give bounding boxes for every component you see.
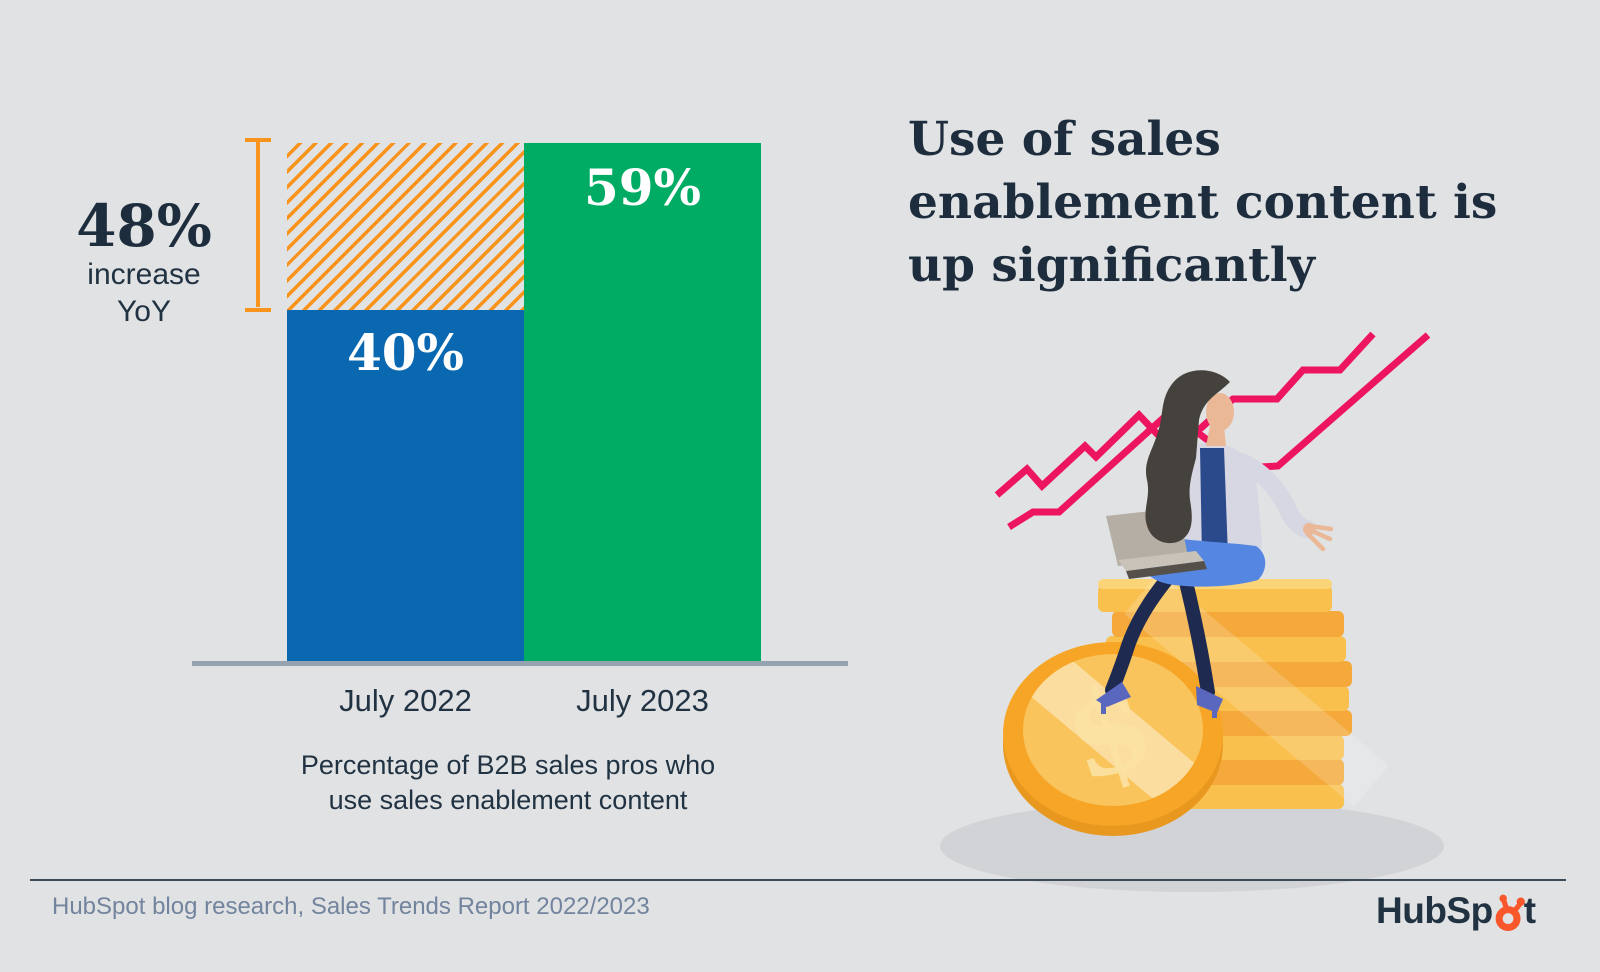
- woman-blue-top: [1200, 448, 1228, 558]
- woman-leg-left: [1105, 571, 1175, 697]
- yoy-annotation-word-yoy: YoY: [117, 295, 171, 328]
- bracket-bottom-cap: [245, 308, 271, 312]
- yoy-annotation-value: 48%: [76, 192, 212, 260]
- yoy-annotation-word-increase: increase: [87, 258, 201, 291]
- woman-figure: [1096, 370, 1334, 718]
- bar-value-label-2022: 40%: [346, 323, 465, 382]
- page-title-line-3: up significantly: [908, 238, 1315, 293]
- chart-caption: Percentage of B2B sales pros who use sal…: [250, 748, 766, 818]
- woman-on-coins-illustration: $: [940, 331, 1444, 892]
- woman-face: [1206, 393, 1234, 431]
- page-title-line-1: Use of sales: [908, 112, 1221, 167]
- page-title: Use of sales enablement content is up si…: [908, 108, 1497, 297]
- bracket-line: [256, 140, 260, 307]
- woman-hair: [1145, 370, 1230, 544]
- woman-leg-right: [1179, 575, 1215, 699]
- bar-july-2022: [287, 310, 524, 662]
- dollar-coin: $: [1003, 642, 1223, 836]
- woman-arm-right: [1233, 453, 1316, 538]
- increase-hatch-area: [287, 143, 524, 310]
- woman-shoes: [1096, 682, 1223, 718]
- yoy-annotation: 48% increase YoY: [38, 196, 250, 330]
- source-attribution: HubSpot blog research, Sales Trends Repo…: [52, 893, 650, 920]
- chart-caption-line-2: use sales enablement content: [328, 785, 688, 815]
- hubspot-sprocket-icon: [1495, 894, 1525, 932]
- x-axis-baseline: [192, 661, 848, 666]
- woman-hand-right: [1303, 523, 1334, 552]
- footer-divider: [30, 879, 1566, 881]
- bar-value-label-2023: 59%: [583, 158, 702, 217]
- hubspot-logo-text-left: HubSp: [1376, 890, 1493, 931]
- x-axis-label-2023: July 2023: [576, 683, 709, 718]
- chart-caption-line-1: Percentage of B2B sales pros who: [300, 750, 716, 780]
- woman-neck: [1206, 426, 1226, 446]
- page-title-line-2: enablement content is: [908, 175, 1498, 230]
- x-axis-label-2022: July 2022: [339, 683, 472, 718]
- hubspot-logo: HubSp t: [1376, 888, 1536, 934]
- hubspot-logo-text-right: t: [1523, 890, 1536, 931]
- bar-july-2023: [524, 143, 761, 662]
